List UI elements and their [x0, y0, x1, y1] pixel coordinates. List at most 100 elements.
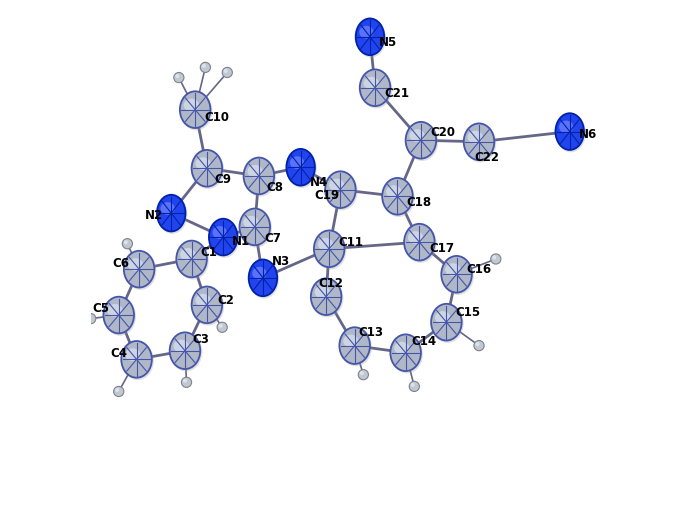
- Text: C13: C13: [359, 327, 384, 340]
- Ellipse shape: [124, 251, 156, 290]
- Circle shape: [410, 383, 415, 387]
- Ellipse shape: [360, 69, 390, 106]
- Text: N4: N4: [310, 176, 328, 189]
- Ellipse shape: [386, 185, 401, 198]
- Ellipse shape: [157, 195, 185, 231]
- Circle shape: [475, 342, 480, 346]
- Circle shape: [492, 255, 496, 259]
- Ellipse shape: [104, 297, 134, 333]
- Ellipse shape: [356, 18, 384, 55]
- Circle shape: [182, 377, 191, 387]
- Ellipse shape: [249, 260, 279, 298]
- Ellipse shape: [192, 287, 224, 326]
- Ellipse shape: [356, 19, 386, 58]
- Circle shape: [115, 388, 120, 392]
- Text: C9: C9: [214, 173, 231, 186]
- Ellipse shape: [404, 224, 437, 263]
- Circle shape: [409, 381, 419, 392]
- Ellipse shape: [406, 122, 436, 159]
- Ellipse shape: [559, 121, 574, 134]
- Ellipse shape: [244, 158, 276, 197]
- Ellipse shape: [311, 278, 341, 315]
- Ellipse shape: [173, 340, 189, 353]
- Ellipse shape: [391, 335, 423, 373]
- Ellipse shape: [556, 114, 586, 152]
- Ellipse shape: [390, 334, 421, 371]
- Ellipse shape: [128, 258, 143, 271]
- Ellipse shape: [191, 287, 223, 323]
- Ellipse shape: [431, 304, 462, 341]
- Ellipse shape: [191, 150, 223, 187]
- Ellipse shape: [196, 294, 211, 307]
- Ellipse shape: [209, 219, 239, 258]
- Text: C14: C14: [412, 335, 437, 348]
- Circle shape: [224, 69, 228, 73]
- Circle shape: [113, 386, 124, 397]
- Text: N1: N1: [232, 235, 251, 248]
- Ellipse shape: [247, 165, 263, 178]
- Text: C2: C2: [217, 294, 234, 307]
- Text: C11: C11: [339, 236, 363, 249]
- Text: C19: C19: [314, 189, 339, 202]
- Ellipse shape: [325, 172, 358, 211]
- Text: C21: C21: [384, 87, 409, 100]
- Ellipse shape: [445, 263, 460, 276]
- Ellipse shape: [286, 149, 315, 186]
- Circle shape: [223, 68, 232, 77]
- Text: C5: C5: [92, 303, 109, 316]
- Ellipse shape: [240, 209, 270, 245]
- Ellipse shape: [435, 311, 451, 324]
- Ellipse shape: [170, 333, 202, 371]
- Text: C6: C6: [113, 256, 130, 269]
- Ellipse shape: [314, 285, 330, 298]
- Ellipse shape: [124, 251, 154, 288]
- Circle shape: [87, 315, 91, 319]
- Circle shape: [122, 239, 133, 249]
- Circle shape: [217, 322, 227, 332]
- Ellipse shape: [363, 77, 379, 89]
- Text: C7: C7: [264, 231, 281, 244]
- Ellipse shape: [359, 26, 374, 38]
- Circle shape: [200, 62, 211, 72]
- Ellipse shape: [158, 196, 187, 234]
- Ellipse shape: [176, 241, 207, 277]
- Text: C20: C20: [430, 126, 455, 139]
- Ellipse shape: [394, 342, 410, 355]
- Ellipse shape: [180, 92, 211, 128]
- Ellipse shape: [340, 328, 372, 367]
- Ellipse shape: [160, 202, 175, 215]
- Ellipse shape: [244, 158, 274, 194]
- Text: C4: C4: [110, 347, 127, 360]
- Ellipse shape: [312, 279, 343, 317]
- Circle shape: [202, 64, 206, 68]
- Circle shape: [124, 240, 128, 244]
- Ellipse shape: [329, 179, 344, 191]
- Ellipse shape: [468, 131, 483, 144]
- Text: C12: C12: [319, 278, 343, 291]
- Ellipse shape: [404, 224, 435, 261]
- Circle shape: [218, 323, 223, 328]
- Ellipse shape: [442, 256, 474, 295]
- Ellipse shape: [125, 348, 140, 361]
- Ellipse shape: [410, 129, 425, 142]
- Circle shape: [183, 379, 187, 383]
- Text: C15: C15: [455, 306, 481, 319]
- Ellipse shape: [318, 238, 333, 251]
- Circle shape: [86, 314, 96, 323]
- Ellipse shape: [209, 219, 238, 255]
- Ellipse shape: [408, 231, 423, 244]
- Ellipse shape: [406, 122, 438, 161]
- Text: C10: C10: [205, 111, 229, 124]
- Text: C17: C17: [430, 242, 455, 255]
- Circle shape: [491, 254, 501, 264]
- Ellipse shape: [464, 123, 494, 160]
- Ellipse shape: [180, 92, 212, 131]
- Text: C1: C1: [201, 246, 218, 259]
- Ellipse shape: [287, 149, 316, 188]
- Ellipse shape: [177, 241, 209, 280]
- Text: N6: N6: [579, 127, 597, 140]
- Ellipse shape: [213, 226, 227, 239]
- Ellipse shape: [107, 304, 122, 317]
- Ellipse shape: [104, 297, 136, 336]
- Ellipse shape: [249, 259, 277, 296]
